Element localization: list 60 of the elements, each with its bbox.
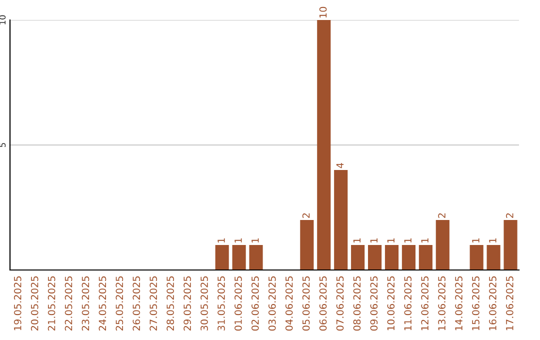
x-tick-label: 30.05.2025 xyxy=(200,276,208,330)
x-tick-label: 26.05.2025 xyxy=(132,276,140,331)
x-tick-label: 24.05.2025 xyxy=(98,276,106,331)
x-tick-label: 10.06.2025 xyxy=(387,276,395,330)
x-tick-label: 05.06.2025 xyxy=(302,276,310,331)
data-label: 1 xyxy=(234,238,242,243)
x-tick-label: 19.05.2025 xyxy=(14,276,22,330)
x-tick-label: 27.05.2025 xyxy=(150,276,158,331)
data-label: 1 xyxy=(218,238,225,243)
bar xyxy=(300,220,314,270)
x-tick-label: 16.06.2025 xyxy=(489,276,496,330)
data-label: 1 xyxy=(404,238,412,243)
x-tick-label: 03.06.2025 xyxy=(268,276,276,331)
data-label: 2 xyxy=(302,213,310,218)
x-tick-label: 07.06.2025 xyxy=(336,276,344,331)
bar xyxy=(384,245,399,270)
bar xyxy=(317,20,331,270)
bar xyxy=(249,245,263,270)
bar xyxy=(232,245,246,270)
bar xyxy=(486,245,500,270)
bar xyxy=(504,220,518,270)
x-tick-label: 11.06.2025 xyxy=(404,276,412,330)
data-label: 4 xyxy=(336,162,344,168)
x-tick-label: 06.06.2025 xyxy=(319,276,327,331)
data-label: 1 xyxy=(489,238,496,243)
x-tick-label: 14.06.2025 xyxy=(455,276,462,330)
data-label: 1 xyxy=(353,238,360,243)
x-tick-label: 17.06.2025 xyxy=(506,276,514,330)
data-label: 1 xyxy=(472,238,480,243)
x-tick-label: 21.05.2025 xyxy=(48,276,56,331)
x-tick-label: 20.05.2025 xyxy=(30,276,38,331)
data-label: 1 xyxy=(252,238,259,243)
data-label: 1 xyxy=(370,238,378,243)
x-tick-label: 25.05.2025 xyxy=(116,276,124,331)
bar xyxy=(351,245,365,270)
data-label: 2 xyxy=(506,213,514,218)
bar xyxy=(402,245,416,270)
x-tick-label: 12.06.2025 xyxy=(421,276,429,330)
x-tick-label: 31.05.2025 xyxy=(218,276,225,330)
x-tick-label: 22.05.2025 xyxy=(64,276,72,331)
data-label: 2 xyxy=(438,213,446,218)
x-tick-label: 09.06.2025 xyxy=(370,276,378,331)
x-tick-label: 01.06.2025 xyxy=(234,276,242,331)
bar xyxy=(470,245,484,270)
x-tick-label: 15.06.2025 xyxy=(472,276,480,330)
bar xyxy=(418,245,432,270)
x-tick-label: 08.06.2025 xyxy=(353,276,361,331)
bar xyxy=(334,170,348,270)
data-label: 1 xyxy=(421,238,428,243)
x-tick-label: 04.06.2025 xyxy=(285,276,293,331)
x-tick-label: 28.05.2025 xyxy=(166,276,174,331)
bar xyxy=(215,245,229,270)
x-tick-label: 23.05.2025 xyxy=(82,276,90,331)
bar xyxy=(436,220,450,270)
x-tick-label: 02.06.2025 xyxy=(251,276,259,331)
data-label: 10 xyxy=(319,6,327,18)
data-label: 1 xyxy=(387,238,394,243)
x-tick-label: 29.05.2025 xyxy=(184,276,191,331)
x-tick-label: 13.06.2025 xyxy=(438,276,446,330)
bar xyxy=(368,245,382,270)
